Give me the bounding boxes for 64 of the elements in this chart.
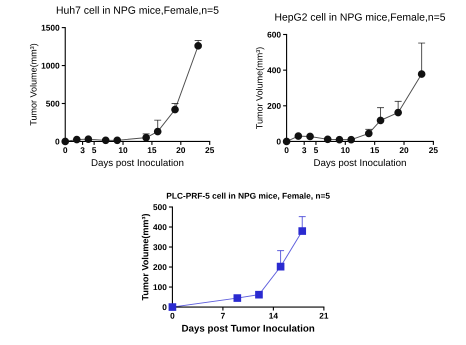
- point: [306, 132, 314, 140]
- y-tick-label: 200: [267, 103, 281, 109]
- x-tick-label: 3: [80, 147, 85, 154]
- point: [418, 70, 426, 78]
- x-axis-title: Days post Inoculation: [314, 158, 406, 168]
- chart-title: HepG2 cell in NPG mice,Female,n=5: [275, 13, 446, 23]
- y-tick-label: 0: [276, 138, 281, 145]
- point: [234, 294, 242, 302]
- y-tick-label: 500: [153, 204, 167, 210]
- x-tick-label: 7: [220, 312, 225, 319]
- y-tick-label: 200: [153, 264, 167, 270]
- point: [255, 290, 263, 298]
- point: [72, 136, 81, 144]
- x-tick-label: 0: [63, 147, 68, 154]
- x-tick-label: 5: [314, 147, 318, 154]
- x-tick-label: 20: [176, 147, 186, 154]
- x-tick-label: 20: [400, 147, 408, 154]
- y-tick-label: 1500: [42, 24, 60, 31]
- point: [276, 262, 284, 270]
- point: [298, 227, 306, 235]
- point: [294, 132, 302, 140]
- y-axis-title: Tumor Volume(mm³): [142, 214, 150, 300]
- y-tick-label: 1000: [42, 62, 60, 69]
- point: [142, 134, 150, 142]
- y-tick-label: 300: [153, 244, 167, 250]
- x-axis-title: Days post Inoculation: [92, 158, 184, 168]
- point: [394, 108, 402, 116]
- point: [336, 136, 344, 144]
- x-tick-label: 15: [148, 147, 156, 154]
- x-tick-label: 10: [341, 147, 350, 154]
- point: [61, 138, 70, 146]
- chart-title: Huh7 cell in NPG mice,Female,n=5: [56, 6, 219, 16]
- point: [347, 136, 355, 144]
- x-tick-label: 15: [370, 147, 380, 154]
- point: [376, 116, 384, 124]
- y-tick-label: 0: [162, 304, 167, 310]
- x-axis-title: Days post Tumor Inoculation: [182, 324, 314, 334]
- y-tick-label: 400: [267, 67, 281, 74]
- y-tick-label: 0: [55, 138, 60, 145]
- y-tick-label: 400: [153, 224, 167, 230]
- point: [171, 106, 179, 114]
- x-tick-label: 0: [170, 312, 174, 319]
- point: [113, 136, 122, 144]
- point: [102, 136, 110, 144]
- chart-title: PLC-PRF-5 cell in NPG mice, Female, n=5: [166, 192, 330, 200]
- y-axis-title: Tumor Volume(mm³): [256, 47, 264, 129]
- x-tick-label: 25: [429, 147, 438, 154]
- point: [168, 303, 176, 311]
- x-tick-label: 3: [302, 147, 306, 154]
- x-tick-label: 25: [205, 147, 214, 154]
- point: [84, 135, 92, 143]
- x-tick-label: 0: [284, 147, 289, 154]
- x-tick-label: 5: [92, 147, 96, 154]
- point: [282, 138, 290, 146]
- point: [364, 130, 373, 138]
- y-axis-title: Tumor Volume(mm³): [30, 44, 38, 126]
- y-tick-label: 500: [46, 100, 60, 107]
- x-tick-label: 21: [320, 312, 328, 319]
- x-tick-label: 14: [269, 312, 278, 319]
- x-tick-label: 10: [118, 147, 128, 154]
- point: [324, 135, 332, 144]
- y-tick-label: 600: [267, 32, 281, 38]
- y-tick-label: 100: [153, 284, 167, 290]
- point: [154, 128, 162, 136]
